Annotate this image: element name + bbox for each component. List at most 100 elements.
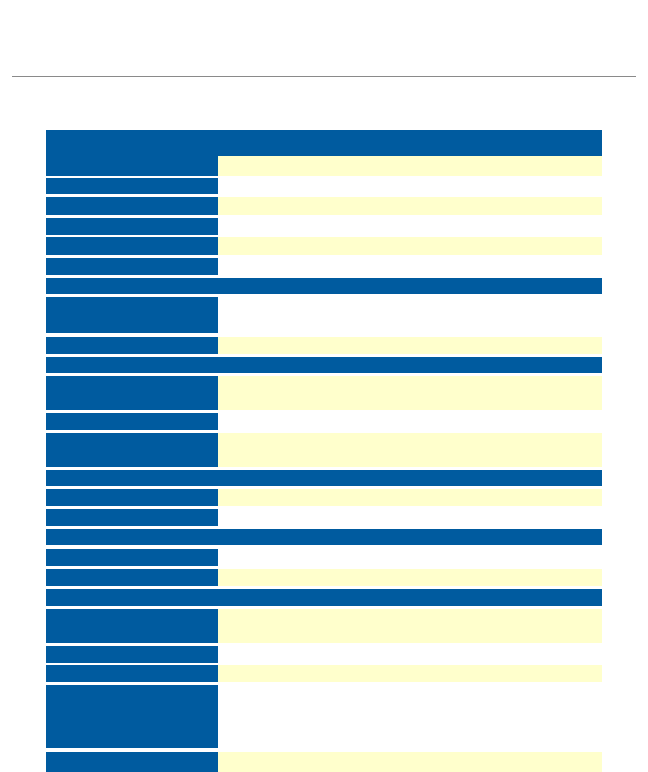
table-row (46, 337, 602, 354)
table-row (46, 665, 602, 682)
table-row (46, 549, 602, 566)
row-value-text (218, 218, 602, 222)
row-value (218, 178, 602, 194)
section-title (46, 589, 602, 593)
table-row (46, 178, 602, 194)
row-value (218, 433, 602, 467)
row-label-text (46, 413, 218, 417)
row-label (46, 685, 218, 748)
row-value-text (218, 752, 602, 756)
section-header (46, 589, 602, 606)
row-value (218, 337, 602, 354)
row-label (46, 237, 218, 255)
table-row (46, 569, 602, 586)
row-label-text (46, 685, 218, 689)
row-label (46, 376, 218, 410)
row-label-text (46, 258, 218, 262)
row-label-text (46, 509, 218, 513)
table-header-label-text (46, 130, 218, 134)
row-label (46, 433, 218, 467)
table-row (46, 376, 602, 410)
section-header (46, 278, 602, 294)
section-title (46, 278, 602, 282)
row-label (46, 178, 218, 194)
row-value (218, 297, 602, 333)
row-value (218, 665, 602, 682)
row-label (46, 218, 218, 235)
row-value-text (218, 297, 602, 301)
row-value (218, 413, 602, 430)
row-label-text (46, 569, 218, 573)
section-title (46, 357, 602, 361)
row-value (218, 258, 602, 275)
row-label-text (46, 549, 218, 553)
section-header (46, 470, 602, 486)
row-value-text (218, 237, 602, 241)
table-row (46, 297, 602, 333)
table-row (46, 509, 602, 526)
table-row (46, 197, 602, 215)
row-value-text (218, 433, 602, 437)
row-label (46, 258, 218, 275)
row-label-text (46, 178, 218, 182)
section-header (46, 529, 602, 545)
table-row (46, 609, 602, 643)
row-value-text (218, 489, 602, 493)
row-value-text (218, 376, 602, 380)
table-row (46, 413, 602, 430)
table-row (46, 237, 602, 255)
row-label (46, 297, 218, 333)
table-row (46, 433, 602, 467)
row-label-text (46, 197, 218, 201)
row-value (218, 237, 602, 255)
row-label-text (46, 237, 218, 241)
row-label-text (46, 337, 218, 341)
row-value (218, 509, 602, 526)
table-row (46, 218, 602, 235)
section-title (46, 470, 602, 474)
row-label-text (46, 218, 218, 222)
row-value (218, 376, 602, 410)
table-row (46, 489, 602, 506)
row-label-text (46, 489, 218, 493)
horizontal-divider (12, 76, 636, 77)
row-value-text (218, 509, 602, 513)
table-row (46, 685, 602, 748)
section-header (46, 357, 602, 373)
row-value (218, 752, 602, 772)
row-value-text (218, 569, 602, 573)
row-label (46, 665, 218, 682)
row-label-text (46, 376, 218, 380)
table-header-label (46, 130, 218, 176)
row-label (46, 549, 218, 566)
row-label (46, 752, 218, 772)
row-value-text (218, 258, 602, 262)
row-value-text (218, 197, 602, 201)
table-header-row (46, 130, 602, 176)
table-row (46, 258, 602, 275)
row-value (218, 549, 602, 566)
row-value-text (218, 337, 602, 341)
row-label-text (46, 297, 218, 301)
row-value-text (218, 609, 602, 613)
row-value-text (218, 665, 602, 669)
row-label-text (46, 433, 218, 437)
row-value (218, 609, 602, 643)
row-value-text (218, 685, 602, 689)
row-value (218, 646, 602, 663)
table-header-row-value (218, 156, 602, 176)
row-value-text (218, 549, 602, 553)
section-title (46, 529, 602, 533)
row-value (218, 218, 602, 235)
row-value-text (218, 646, 602, 650)
row-label (46, 646, 218, 663)
row-label-text (46, 752, 218, 756)
row-value (218, 197, 602, 215)
row-value (218, 569, 602, 586)
table-row (46, 646, 602, 663)
row-label-text (46, 609, 218, 613)
table-row (46, 752, 602, 772)
row-value (218, 489, 602, 506)
row-value (218, 685, 602, 748)
row-label (46, 609, 218, 643)
